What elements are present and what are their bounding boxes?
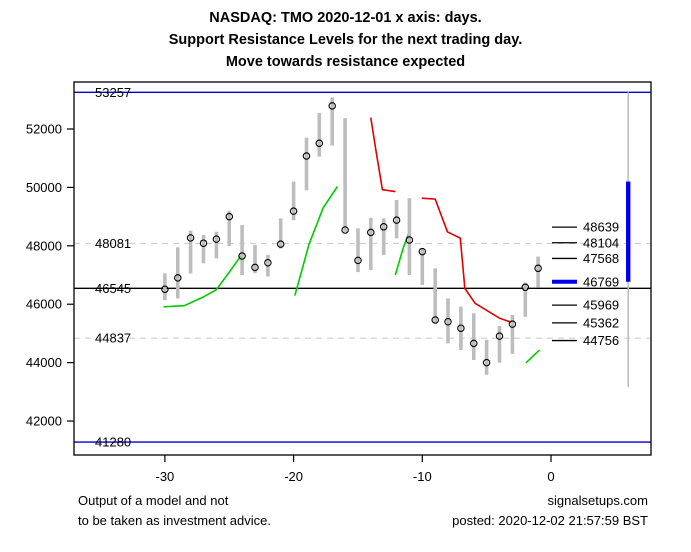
close-marker-day-28: [186, 234, 195, 242]
title-line-2: Support Resistance Levels for the next t…: [168, 32, 523, 48]
y-tick-label-42000: 42000: [26, 414, 62, 429]
close-marker-day-30: [161, 285, 169, 294]
green-trend-segment-1: [163, 255, 242, 308]
x-tick-label--10: -10: [413, 469, 432, 484]
price-bar-day-17: [330, 97, 334, 146]
close-marker-day-11: [405, 236, 414, 244]
disclaimer: Output of a model and not to be taken as…: [78, 491, 271, 531]
close-marker-day-23: [251, 263, 259, 272]
legend-label-44756: 44756: [583, 333, 619, 348]
close-marker-day-6: [470, 339, 478, 348]
price-bar-day-18: [317, 112, 322, 157]
y-tick-label-44000: 44000: [26, 355, 62, 370]
y-tick-label-46000: 46000: [26, 297, 62, 312]
red-trend-segment-1: [370, 117, 396, 193]
price-bar-day-21: [278, 218, 283, 249]
price-bar-day-30: [163, 273, 167, 301]
close-marker-day-22: [264, 258, 272, 267]
close-marker-day-16: [341, 226, 349, 234]
close-marker-day-1: [534, 264, 542, 273]
x-tick-label-0: 0: [547, 469, 554, 484]
y-tick-label-48000: 48000: [26, 238, 62, 253]
price-bar-day-15: [356, 228, 360, 273]
legend-label-46769: 46769: [583, 274, 619, 289]
legend-label-45969: 45969: [583, 298, 619, 313]
level-label-53257: 53257: [95, 85, 131, 100]
price-bar-day-24: [240, 225, 244, 275]
price-bar-day-10: [420, 248, 425, 285]
level-label-48081: 48081: [95, 236, 131, 251]
title-line-1: NASDAQ: TMO 2020-12-01 x axis: days.: [209, 10, 482, 26]
level-label-41280: 41280: [95, 435, 131, 450]
disclaimer-line-2: to be taken as investment advice.: [78, 513, 271, 528]
close-marker-day-26: [212, 235, 221, 243]
price-bar-day-25: [227, 210, 231, 247]
legend-label-45362: 45362: [583, 315, 619, 330]
close-marker-day-18: [315, 139, 324, 148]
price-bar-day-20: [291, 181, 296, 221]
price-bar-day-8: [446, 298, 450, 344]
legend-label-48639: 48639: [583, 220, 619, 235]
price-bar-day-16: [343, 118, 347, 232]
close-marker-day-12: [392, 216, 401, 224]
price-bar-day-19: [304, 137, 309, 191]
title-line-3: Move towards resistance expected: [225, 54, 466, 70]
close-marker-day-29: [174, 274, 182, 282]
green-trend-segment-4: [525, 349, 540, 364]
close-marker-day-20: [289, 207, 298, 215]
price-bar-day-23: [253, 244, 257, 274]
price-bar-day-26: [214, 231, 219, 259]
attribution: signalsetups.com posted: 2020-12-02 21:5…: [452, 491, 648, 531]
x-tick-label--20: -20: [284, 469, 303, 484]
disclaimer-line-1: Output of a model and not: [78, 493, 229, 508]
close-marker-day-5: [482, 358, 491, 367]
close-marker-day-27: [199, 239, 208, 247]
close-marker-day-19: [302, 152, 311, 160]
close-marker-day-10: [418, 247, 427, 256]
legend-label-47568: 47568: [583, 251, 619, 266]
red-trend-segment-2: [421, 197, 514, 324]
close-marker-day-24: [238, 252, 246, 260]
price-bar-day-9: [433, 268, 437, 324]
close-marker-day-4: [495, 332, 504, 340]
y-tick-label-52000: 52000: [26, 121, 62, 136]
x-tick-label--30: -30: [156, 469, 175, 484]
close-marker-day-8: [444, 317, 452, 326]
price-bar-day-13: [381, 218, 386, 255]
close-marker-day-15: [354, 256, 362, 265]
price-bar-day-29: [176, 247, 180, 299]
price-bar-day-12: [394, 200, 399, 239]
price-bar-day-4: [497, 326, 502, 363]
price-bar-day-5: [484, 339, 489, 375]
price-bar-day-3: [510, 315, 515, 354]
close-marker-day-13: [379, 223, 388, 231]
forecast-expected-bar: [626, 181, 631, 282]
price-bar-day-28: [188, 230, 193, 274]
price-bar-day-27: [201, 235, 206, 264]
price-bar-day-2: [523, 282, 528, 317]
close-marker-day-21: [276, 240, 285, 248]
close-marker-day-9: [431, 316, 439, 324]
level-label-46545: 46545: [95, 281, 131, 296]
close-marker-day-17: [328, 102, 336, 110]
close-marker-day-25: [225, 212, 234, 221]
close-marker-day-14: [367, 228, 375, 237]
price-bar-day-7: [459, 306, 463, 351]
y-tick-label-50000: 50000: [26, 180, 62, 195]
close-marker-day-7: [457, 324, 465, 332]
chart-title-block: NASDAQ: TMO 2020-12-01 x axis: days. Sup…: [0, 7, 691, 73]
plot-border: [73, 81, 652, 456]
level-label-44837: 44837: [95, 331, 131, 346]
legend-label-48104: 48104: [583, 235, 619, 250]
green-trend-segment-2: [294, 186, 339, 296]
price-bar-day-6: [472, 313, 476, 360]
posted-timestamp: posted: 2020-12-02 21:57:59 BST: [452, 513, 648, 528]
price-bar-day-14: [369, 217, 373, 271]
site-name: signalsetups.com: [547, 493, 648, 508]
close-marker-day-3: [508, 320, 517, 328]
close-marker-day-2: [521, 283, 530, 292]
